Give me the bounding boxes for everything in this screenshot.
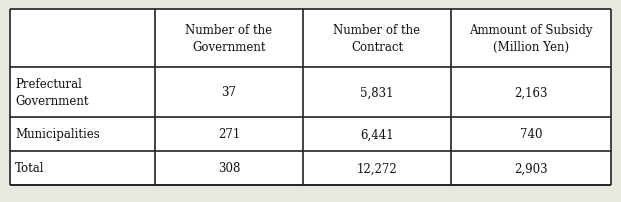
Text: 5,831: 5,831 — [360, 86, 394, 99]
Text: Number of the
Government: Number of the Government — [186, 24, 273, 54]
Text: 37: 37 — [222, 86, 237, 99]
Text: 2,903: 2,903 — [514, 162, 548, 175]
Text: 6,441: 6,441 — [360, 128, 394, 141]
Bar — [10, 10, 611, 185]
Text: Number of the
Contract: Number of the Contract — [333, 24, 420, 54]
Text: 271: 271 — [218, 128, 240, 141]
Text: 740: 740 — [520, 128, 542, 141]
Text: Ammount of Subsidy
(Million Yen): Ammount of Subsidy (Million Yen) — [469, 24, 593, 54]
Text: 12,272: 12,272 — [356, 162, 397, 175]
Text: Prefectural
Government: Prefectural Government — [15, 78, 89, 107]
Text: 2,163: 2,163 — [514, 86, 548, 99]
Text: 308: 308 — [218, 162, 240, 175]
Text: Municipalities: Municipalities — [15, 128, 100, 141]
Text: Total: Total — [15, 162, 45, 175]
